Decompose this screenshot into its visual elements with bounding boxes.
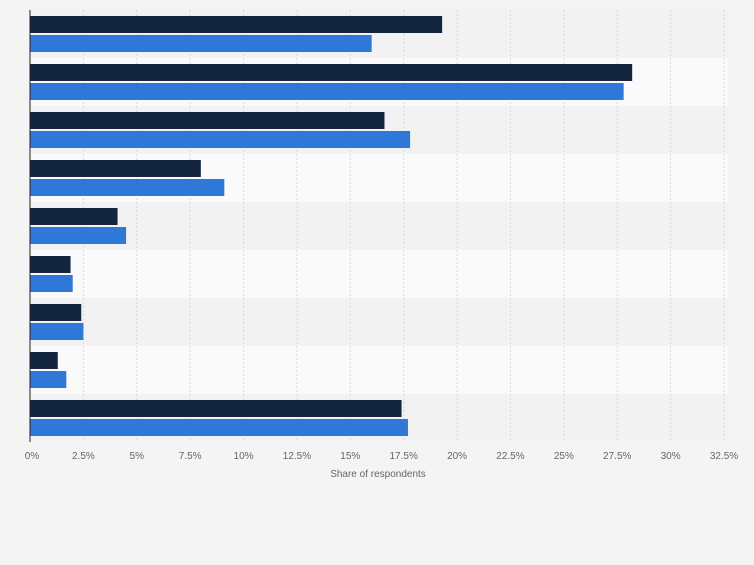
row-band [30, 298, 728, 346]
bar [30, 208, 118, 225]
bar [30, 227, 127, 244]
x-tick-label: 27.5% [603, 451, 631, 462]
x-tick-label: 30% [661, 451, 681, 462]
row-band [30, 202, 728, 250]
x-tick-label: 20% [447, 451, 467, 462]
x-tick-label: 17.5% [390, 451, 418, 462]
bar [30, 400, 402, 417]
bar [30, 323, 84, 340]
bar [30, 64, 633, 81]
x-tick-labels: 0% 2.5% 5% 7.5% 10% 12.5% 15% 17.5% 20% 22.5% 25% 2… [25, 451, 739, 462]
bar [30, 179, 225, 196]
x-tick-label: 22.5% [496, 451, 524, 462]
bars [30, 16, 633, 436]
row-band [30, 250, 728, 298]
x-tick-label: 7.5% [179, 451, 202, 462]
bar [30, 304, 82, 321]
bar [30, 131, 411, 148]
bar [30, 256, 71, 273]
x-tick-label: 25% [554, 451, 574, 462]
bar [30, 419, 408, 436]
x-tick-label: 32.5% [710, 451, 738, 462]
bar [30, 112, 385, 129]
bar [30, 352, 58, 369]
x-tick-label: 5% [130, 451, 145, 462]
bar [30, 371, 67, 388]
x-tick-label: 2.5% [72, 451, 95, 462]
x-tick-label: 15% [340, 451, 360, 462]
x-axis-label: Share of respondents [330, 469, 426, 480]
x-tick-label: 0% [25, 451, 40, 462]
bar [30, 83, 624, 100]
bar [30, 160, 201, 177]
bar [30, 35, 372, 52]
x-tick-label: 12.5% [283, 451, 311, 462]
row-band [30, 346, 728, 394]
gridlines [82, 10, 725, 442]
bar [30, 275, 73, 292]
bar [30, 16, 443, 33]
x-tick-label: 10% [234, 451, 254, 462]
